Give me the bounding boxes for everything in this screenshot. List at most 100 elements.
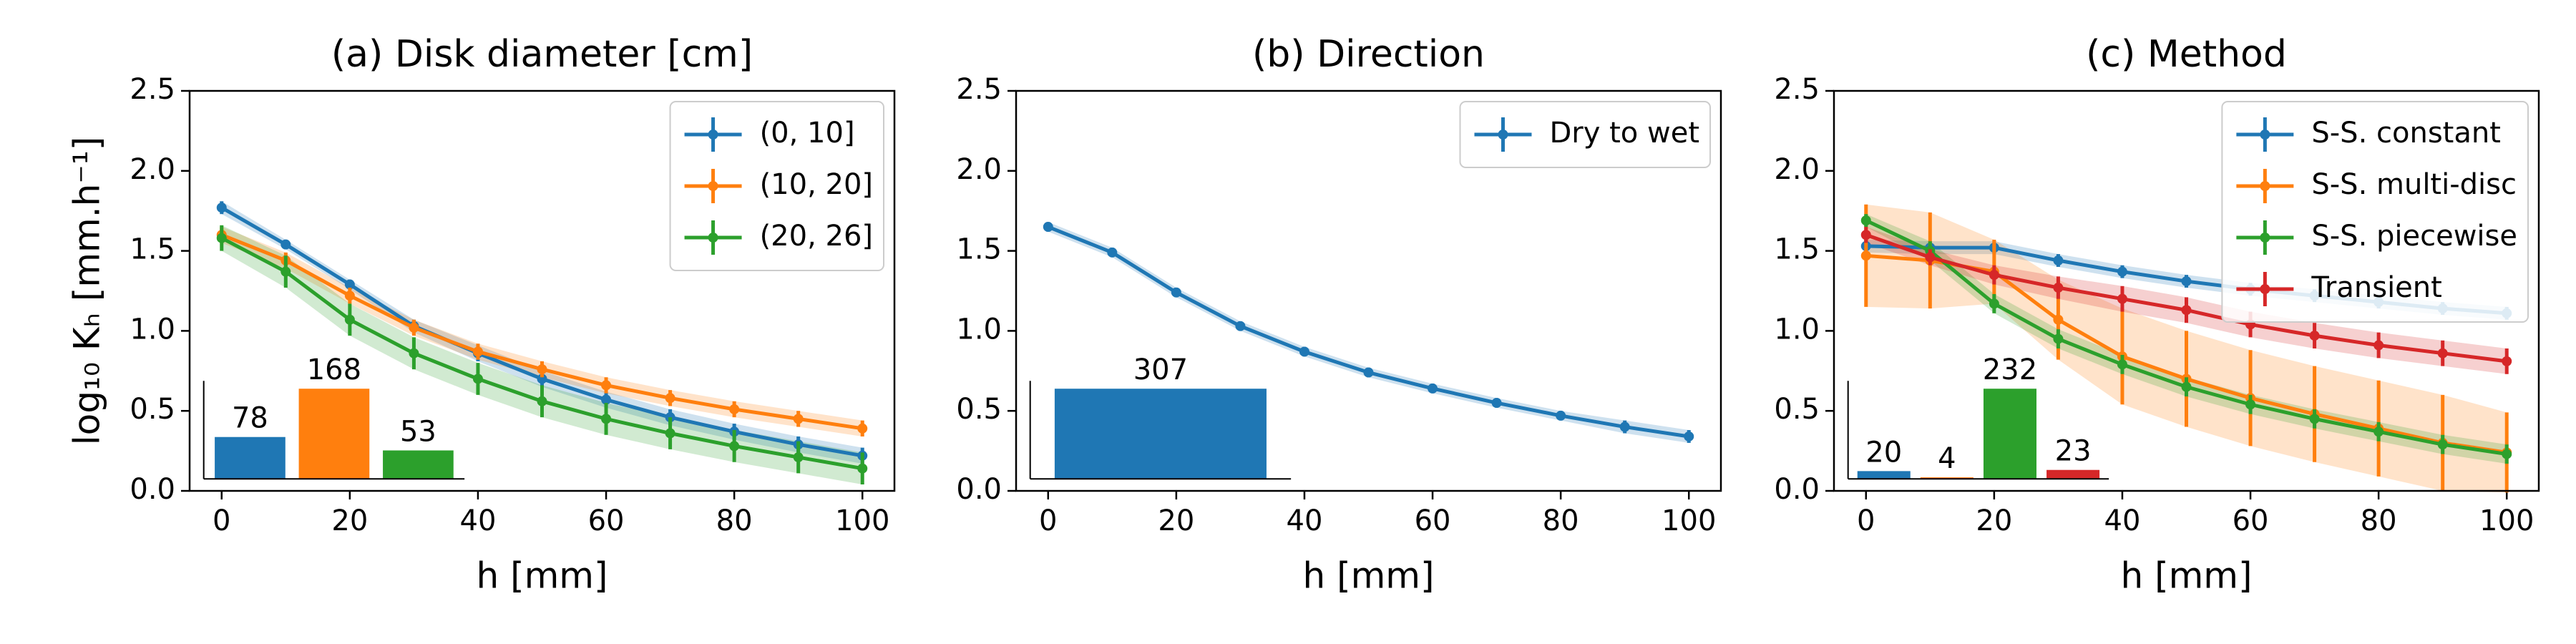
x-tick-label: 100 — [2479, 504, 2534, 537]
x-tick-label: 80 — [2361, 504, 2397, 537]
legend-label: S-S. multi-disc — [2311, 168, 2517, 201]
point — [1556, 410, 1566, 421]
point — [1428, 383, 1438, 394]
x-tick-label: 60 — [1415, 504, 1451, 537]
point — [601, 380, 612, 391]
point — [1107, 247, 1118, 258]
inset-bar-label: 53 — [400, 415, 436, 448]
x-tick-label: 20 — [1976, 504, 2012, 537]
point — [344, 314, 355, 325]
point — [2053, 314, 2064, 325]
point — [537, 364, 547, 375]
legend-label: S-S. piecewise — [2311, 220, 2517, 253]
x-tick-label: 40 — [2104, 504, 2141, 537]
x-tick-label: 0 — [1039, 504, 1057, 537]
point — [344, 291, 355, 301]
point — [1989, 270, 1999, 280]
x-tick-label: 20 — [1158, 504, 1194, 537]
panel: (b) Direction h [mm] 0 20 40 60 80 100 0.0 0.5 1.0… — [956, 33, 1722, 597]
inset-bar — [1857, 471, 1911, 479]
x-tick-label: 60 — [588, 504, 625, 537]
point — [1235, 321, 1246, 331]
point — [280, 239, 291, 250]
x-tick-label: 0 — [213, 504, 230, 537]
x-tick-label: 40 — [460, 504, 497, 537]
legend-box — [669, 101, 884, 271]
point — [1989, 298, 1999, 309]
point — [729, 441, 740, 452]
panel: (a) Disk diameter [cm] h [mm] log₁₀ Kₕ [mm… — [67, 33, 896, 597]
point — [857, 423, 868, 434]
point — [1684, 431, 1694, 441]
point — [2502, 356, 2512, 366]
x-axis-label: h [mm] — [476, 555, 608, 597]
inset-bar — [1983, 389, 2036, 479]
legend-box — [2221, 101, 2529, 323]
point — [1363, 367, 1374, 378]
y-tick-label: 0.5 — [130, 393, 175, 426]
y-tick-label: 2.0 — [956, 153, 1002, 186]
point — [2181, 381, 2192, 392]
legend-marker — [2260, 233, 2270, 243]
panel-title: (c) Method — [2086, 33, 2287, 76]
inset-bar-label: 23 — [2055, 435, 2092, 468]
y-tick-label: 2.0 — [130, 153, 175, 186]
legend-marker — [2260, 284, 2270, 294]
legend-label: Transient — [2311, 271, 2441, 304]
legend-label: (10, 20] — [760, 168, 873, 201]
y-tick-label: 1.5 — [1774, 233, 1820, 266]
point — [601, 394, 612, 405]
legend-marker — [2260, 130, 2270, 140]
legend: Dry to wet — [1459, 101, 1711, 168]
legend-marker — [708, 233, 718, 243]
x-tick-label: 40 — [1287, 504, 1323, 537]
point — [2117, 359, 2127, 370]
inset-bar — [215, 436, 286, 479]
point — [2053, 283, 2064, 293]
x-tick-label: 100 — [835, 504, 889, 537]
y-tick-label: 2.5 — [1774, 73, 1820, 106]
point — [2437, 439, 2448, 450]
point — [793, 414, 804, 424]
point — [1491, 398, 1502, 409]
legend-marker — [2260, 181, 2270, 191]
point — [857, 463, 868, 474]
y-axis-label: log₁₀ Kₕ [mm.h⁻¹] — [67, 137, 108, 446]
legend-label: Dry to wet — [1549, 117, 1699, 150]
point — [665, 428, 675, 439]
legend-label: S-S. constant — [2311, 117, 2501, 150]
x-tick-label: 20 — [331, 504, 368, 537]
panel: (c) Method h [mm] 0 20 40 60 80 100 0.0 0.5 1.0 1.5… — [1774, 33, 2540, 597]
point — [2309, 414, 2320, 424]
legend-box — [1459, 101, 1711, 168]
x-tick-label: 80 — [1543, 504, 1579, 537]
y-tick-label: 2.5 — [130, 73, 175, 106]
y-tick-label: 0.0 — [956, 473, 1002, 506]
inset-bar-label: 232 — [1983, 353, 2037, 386]
point — [2181, 305, 2192, 316]
y-tick-label: 0.0 — [1774, 473, 1820, 506]
legend-label: (0, 10] — [760, 117, 855, 150]
y-tick-label: 1.5 — [130, 233, 175, 266]
y-tick-label: 1.0 — [956, 313, 1002, 346]
y-tick-label: 0.5 — [1774, 393, 1820, 426]
point — [2373, 340, 2384, 351]
point — [409, 322, 419, 333]
point — [216, 203, 227, 213]
inset-bar — [2046, 469, 2100, 479]
x-tick-label: 0 — [1857, 504, 1875, 537]
axes-frame — [1015, 89, 1722, 492]
point — [2502, 449, 2512, 459]
point — [2053, 333, 2064, 344]
axes-frame — [188, 89, 896, 492]
point — [729, 404, 740, 414]
inset-bar-label: 168 — [307, 353, 361, 386]
point — [601, 414, 612, 424]
y-tick-label: 2.5 — [956, 73, 1002, 106]
y-tick-label: 0.5 — [956, 393, 1002, 426]
y-tick-label: 1.0 — [1774, 313, 1820, 346]
point — [216, 233, 227, 243]
inset-bar — [1054, 389, 1267, 479]
